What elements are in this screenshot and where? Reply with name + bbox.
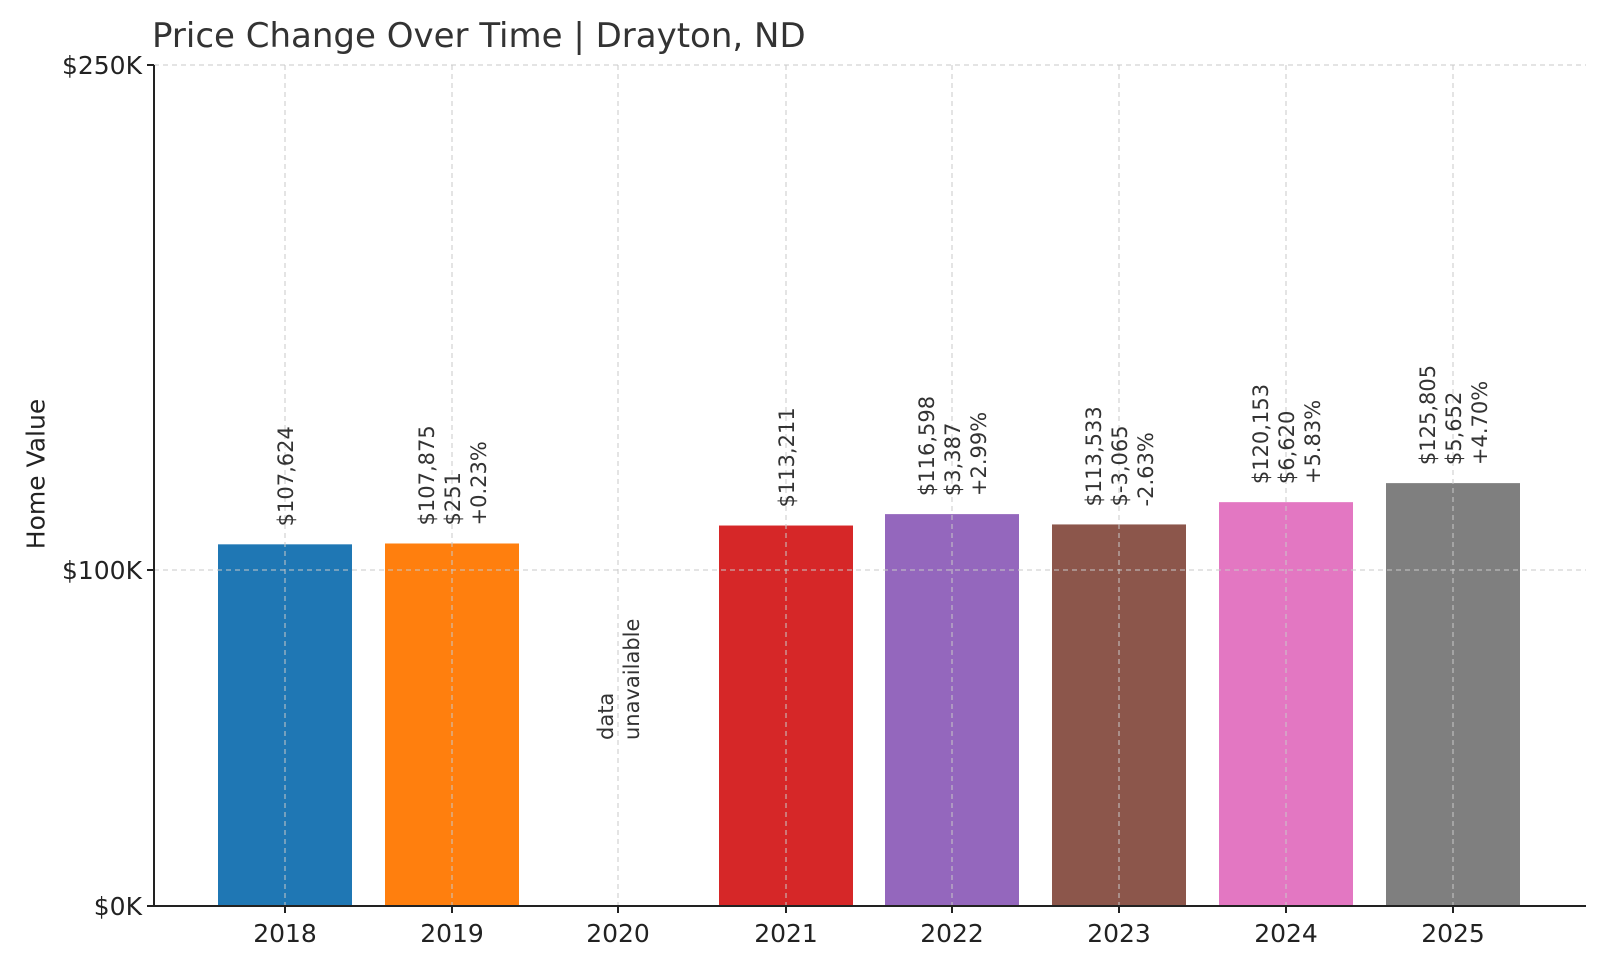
bar-label-2020: unavailable <box>620 619 644 740</box>
x-tick-label: 2024 <box>1254 919 1318 948</box>
bar-label-2025: $125,805 <box>1416 365 1440 465</box>
x-tick-label: 2020 <box>586 919 650 948</box>
bar-label-2025: $5,652 <box>1442 392 1466 465</box>
bar-label-2022: +2.99% <box>967 412 991 496</box>
x-tick-label: 2021 <box>754 919 818 948</box>
bar-label-2021: $113,211 <box>775 407 799 507</box>
bar-label-2024: $120,153 <box>1249 384 1273 484</box>
bar-label-2018: $107,624 <box>274 426 298 526</box>
x-tick-label: 2023 <box>1087 919 1151 948</box>
x-tick-label: 2022 <box>920 919 984 948</box>
bar-label-2020: data <box>594 693 618 740</box>
bar-label-2019: $251 <box>441 472 465 525</box>
chart-title: Price Change Over Time | Drayton, ND <box>152 16 806 56</box>
y-tick-label: $0K <box>94 892 143 921</box>
bar-label-2022: $116,598 <box>915 396 939 496</box>
y-tick-label: $100K <box>62 556 143 585</box>
y-tick-label: $250K <box>62 51 143 80</box>
bar-label-2023: $-3,065 <box>1108 425 1132 506</box>
bar-label-2019: +0.23% <box>467 441 491 525</box>
bar-label-2023: $113,533 <box>1082 406 1106 506</box>
x-tick-label: 2019 <box>420 919 484 948</box>
bar-label-2025: +4.70% <box>1468 381 1492 465</box>
bar-label-2019: $107,875 <box>415 425 439 525</box>
bar-label-2023: -2.63% <box>1134 432 1158 506</box>
bar-label-2024: $6,620 <box>1275 411 1299 484</box>
x-tick-label: 2025 <box>1421 919 1485 948</box>
bar-label-2022: $3,387 <box>941 423 965 496</box>
bar-label-2024: +5.83% <box>1301 400 1325 484</box>
x-tick-label: 2018 <box>253 919 317 948</box>
